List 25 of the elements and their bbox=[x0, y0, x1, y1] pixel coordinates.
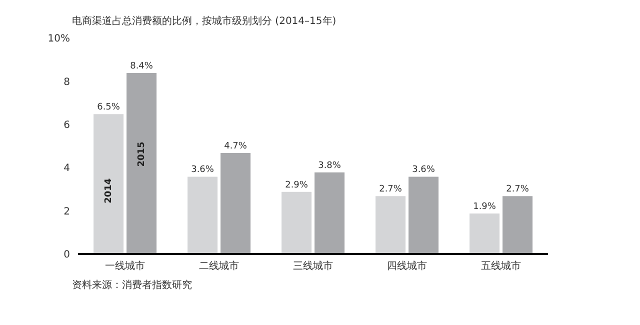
data-label: 8.4% bbox=[130, 62, 154, 72]
text: 资料来源：消费者指数研究 bbox=[72, 278, 193, 292]
data-label: 3.6% bbox=[191, 165, 214, 176]
x-tick-label: 二线城市 bbox=[199, 260, 239, 272]
data-label: 4.7% bbox=[224, 141, 248, 152]
y-tick-label: 0 bbox=[64, 250, 70, 261]
data-label: 3.6% bbox=[412, 165, 436, 176]
data-label: 2.7% bbox=[379, 184, 402, 195]
x-tick-label: 五线城市 bbox=[481, 260, 521, 272]
y-tick-label: 6 bbox=[64, 120, 70, 131]
y-tick-label: 4 bbox=[64, 163, 70, 174]
y-tick-label: 8 bbox=[64, 76, 70, 88]
y-tick-label: 2 bbox=[64, 206, 70, 218]
x-tick-label: 四线城市 bbox=[387, 260, 427, 272]
y-tick-label: 10% bbox=[48, 34, 70, 45]
chart-title: 电商渠道占总消费额的比例，按城市级别划分 (2014–15年) bbox=[72, 14, 338, 28]
x-tick-label: 一线城市 bbox=[105, 260, 145, 272]
x-tick-label: 三线城市 bbox=[293, 260, 333, 272]
series-label: 2014 bbox=[104, 178, 114, 204]
data-label: 3.8% bbox=[318, 160, 342, 171]
data-label: 6.5% bbox=[97, 102, 120, 113]
data-label: 2.7% bbox=[506, 184, 530, 195]
series-label: 2015 bbox=[136, 142, 148, 167]
data-label: 2.9% bbox=[285, 180, 308, 190]
data-label: 1.9% bbox=[473, 202, 496, 212]
